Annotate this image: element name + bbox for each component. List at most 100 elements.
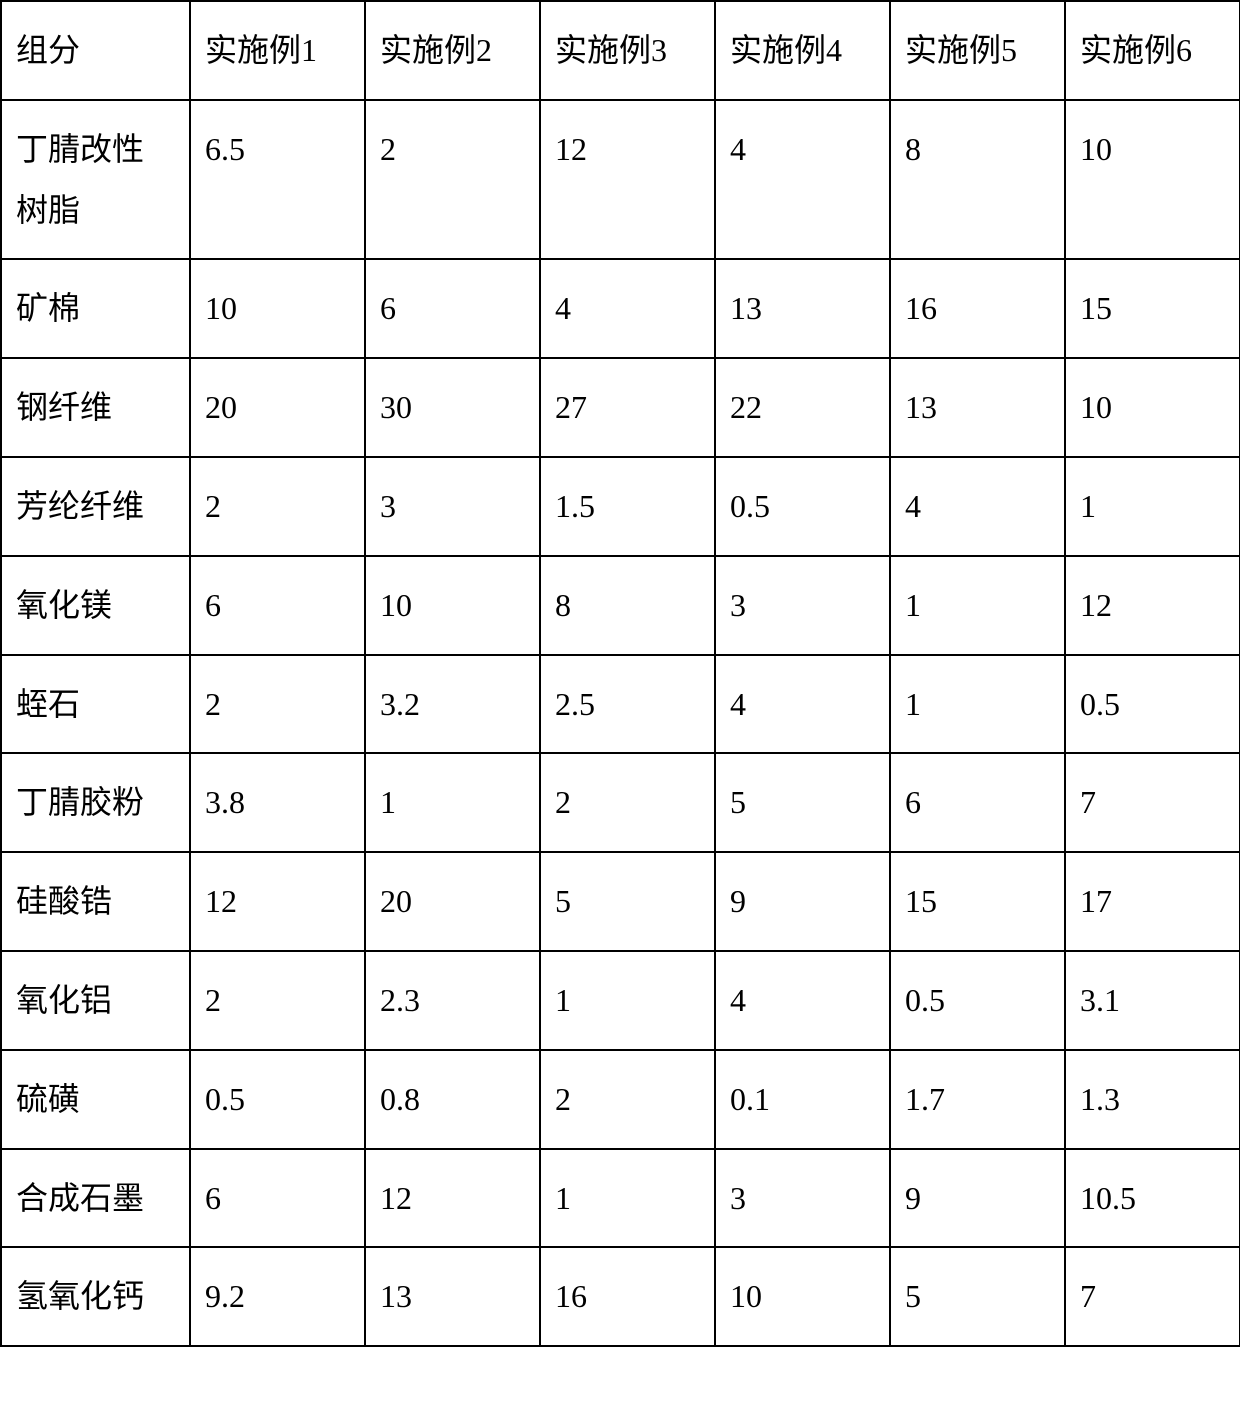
cell-value: 3.1 [1065,951,1240,1050]
cell-value: 17 [1065,852,1240,951]
cell-value: 30 [365,358,540,457]
cell-value: 6 [190,1149,365,1248]
cell-value: 3 [365,457,540,556]
table-header-row: 组分 实施例1 实施例2 实施例3 实施例4 实施例5 实施例6 [1,1,1240,100]
table-row: 丁腈改性树脂 6.5 2 12 4 8 10 [1,100,1240,260]
cell-value: 1.7 [890,1050,1065,1149]
cell-value: 10.5 [1065,1149,1240,1248]
table-row: 氧化铝 2 2.3 1 4 0.5 3.1 [1,951,1240,1050]
cell-value: 16 [890,259,1065,358]
cell-value: 2 [365,100,540,260]
cell-value: 3.2 [365,655,540,754]
cell-value: 10 [365,556,540,655]
cell-value: 12 [365,1149,540,1248]
cell-value: 4 [715,100,890,260]
table-row: 硫磺 0.5 0.8 2 0.1 1.7 1.3 [1,1050,1240,1149]
row-label: 钢纤维 [1,358,190,457]
cell-value: 0.5 [190,1050,365,1149]
table-body: 组分 实施例1 实施例2 实施例3 实施例4 实施例5 实施例6 丁腈改性树脂 … [1,1,1240,1346]
cell-value: 13 [715,259,890,358]
cell-value: 6 [190,556,365,655]
cell-value: 20 [190,358,365,457]
row-label: 氧化铝 [1,951,190,1050]
cell-value: 15 [1065,259,1240,358]
cell-value: 2 [190,655,365,754]
cell-value: 22 [715,358,890,457]
cell-value: 0.8 [365,1050,540,1149]
cell-value: 0.5 [1065,655,1240,754]
cell-value: 12 [1065,556,1240,655]
cell-value: 10 [715,1247,890,1346]
table-row: 芳纶纤维 2 3 1.5 0.5 4 1 [1,457,1240,556]
cell-value: 6 [365,259,540,358]
table-row: 丁腈胶粉 3.8 1 2 5 6 7 [1,753,1240,852]
cell-value: 9.2 [190,1247,365,1346]
cell-value: 0.5 [890,951,1065,1050]
cell-value: 15 [890,852,1065,951]
header-cell-component: 组分 [1,1,190,100]
table-row: 矿棉 10 6 4 13 16 15 [1,259,1240,358]
table-row: 钢纤维 20 30 27 22 13 10 [1,358,1240,457]
header-cell-example-5: 实施例5 [890,1,1065,100]
row-label: 合成石墨 [1,1149,190,1248]
cell-value: 2 [540,1050,715,1149]
cell-value: 8 [540,556,715,655]
cell-value: 2.3 [365,951,540,1050]
cell-value: 1.5 [540,457,715,556]
cell-value: 4 [540,259,715,358]
row-label: 矿棉 [1,259,190,358]
header-cell-example-1: 实施例1 [190,1,365,100]
row-label: 硫磺 [1,1050,190,1149]
composition-table: 组分 实施例1 实施例2 实施例3 实施例4 实施例5 实施例6 丁腈改性树脂 … [0,0,1240,1347]
cell-value: 3.8 [190,753,365,852]
row-label: 氢氧化钙 [1,1247,190,1346]
row-label: 丁腈胶粉 [1,753,190,852]
cell-value: 8 [890,100,1065,260]
cell-value: 5 [890,1247,1065,1346]
cell-value: 4 [715,951,890,1050]
composition-table-container: 组分 实施例1 实施例2 实施例3 实施例4 实施例5 实施例6 丁腈改性树脂 … [0,0,1240,1347]
cell-value: 5 [540,852,715,951]
table-row: 蛭石 2 3.2 2.5 4 1 0.5 [1,655,1240,754]
cell-value: 10 [1065,100,1240,260]
cell-value: 0.1 [715,1050,890,1149]
cell-value: 13 [890,358,1065,457]
cell-value: 1 [890,556,1065,655]
cell-value: 12 [540,100,715,260]
cell-value: 7 [1065,753,1240,852]
row-label: 蛭石 [1,655,190,754]
header-cell-example-3: 实施例3 [540,1,715,100]
cell-value: 2 [190,457,365,556]
row-label: 氧化镁 [1,556,190,655]
cell-value: 9 [890,1149,1065,1248]
cell-value: 1 [540,1149,715,1248]
cell-value: 0.5 [715,457,890,556]
header-cell-example-2: 实施例2 [365,1,540,100]
cell-value: 10 [1065,358,1240,457]
header-cell-example-6: 实施例6 [1065,1,1240,100]
cell-value: 9 [715,852,890,951]
cell-value: 6.5 [190,100,365,260]
table-row: 硅酸锆 12 20 5 9 15 17 [1,852,1240,951]
cell-value: 3 [715,556,890,655]
table-row: 氧化镁 6 10 8 3 1 12 [1,556,1240,655]
cell-value: 4 [715,655,890,754]
cell-value: 2 [540,753,715,852]
header-cell-example-4: 实施例4 [715,1,890,100]
cell-value: 1.3 [1065,1050,1240,1149]
table-row: 合成石墨 6 12 1 3 9 10.5 [1,1149,1240,1248]
cell-value: 1 [365,753,540,852]
cell-value: 1 [540,951,715,1050]
cell-value: 27 [540,358,715,457]
cell-value: 2.5 [540,655,715,754]
cell-value: 1 [1065,457,1240,556]
cell-value: 5 [715,753,890,852]
cell-value: 7 [1065,1247,1240,1346]
cell-value: 4 [890,457,1065,556]
cell-value: 20 [365,852,540,951]
table-row: 氢氧化钙 9.2 13 16 10 5 7 [1,1247,1240,1346]
cell-value: 12 [190,852,365,951]
cell-value: 10 [190,259,365,358]
cell-value: 6 [890,753,1065,852]
cell-value: 3 [715,1149,890,1248]
